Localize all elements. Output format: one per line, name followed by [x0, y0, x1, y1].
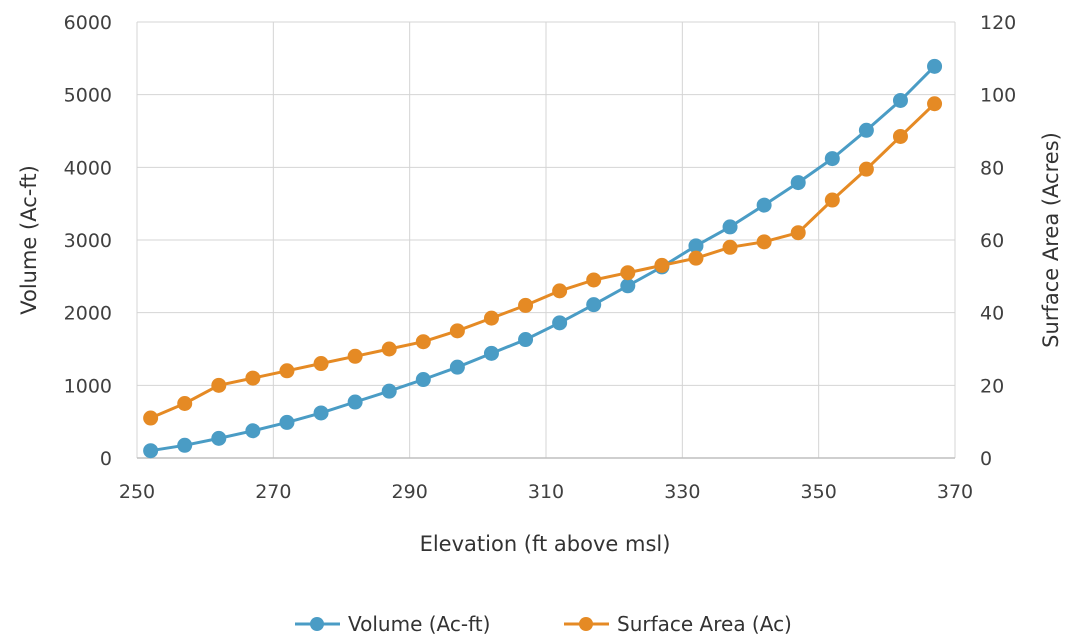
- data-point-volume: [177, 437, 193, 453]
- data-point-surface-area: [654, 257, 670, 273]
- data-point-surface-area: [892, 128, 908, 144]
- y-right-tick-label: 100: [980, 85, 1016, 107]
- x-tick-label: 270: [255, 481, 291, 503]
- y-axis-left-title: Volume (Ac-ft): [17, 165, 41, 315]
- data-point-surface-area: [858, 161, 874, 177]
- data-point-volume: [927, 58, 943, 74]
- x-tick-label: 310: [528, 481, 564, 503]
- data-point-surface-area: [347, 348, 363, 364]
- data-point-surface-area: [518, 297, 534, 313]
- series-line-surface-area: [150, 102, 936, 420]
- data-point-volume: [313, 405, 329, 421]
- x-tick-label: 370: [937, 481, 973, 503]
- y-left-tick-label: 2000: [64, 303, 112, 325]
- data-point-surface-area: [824, 192, 840, 208]
- y-axis-right-title: Surface Area (Acres): [1039, 132, 1063, 348]
- y-right-tick-label: 120: [980, 12, 1016, 34]
- data-point-surface-area: [245, 370, 261, 386]
- y-left-tick-label: 0: [100, 448, 112, 470]
- grid: [136, 21, 956, 459]
- legend-item-surface-area: Surface Area (Ac): [564, 612, 792, 636]
- y-left-tick-label: 4000: [64, 157, 112, 179]
- y-left-tick-label: 1000: [64, 375, 112, 397]
- data-point-surface-area: [313, 356, 329, 372]
- y-right-tick-label: 80: [980, 157, 1004, 179]
- data-point-volume: [449, 359, 465, 375]
- data-point-volume: [620, 278, 636, 294]
- data-point-volume: [518, 332, 534, 348]
- legend: Volume (Ac-ft) Surface Area (Ac): [295, 612, 792, 636]
- data-point-surface-area: [381, 341, 397, 357]
- y-left-tick-label: 3000: [64, 230, 112, 252]
- data-point-surface-area: [927, 96, 943, 112]
- data-point-volume: [347, 394, 363, 410]
- series-layer: [143, 58, 943, 459]
- data-point-volume: [279, 414, 295, 430]
- data-point-volume: [415, 372, 431, 388]
- data-point-volume: [756, 197, 772, 213]
- data-point-volume: [892, 92, 908, 108]
- data-point-volume: [483, 345, 499, 361]
- legend-marker-volume: [310, 617, 324, 631]
- data-point-surface-area: [756, 234, 772, 250]
- data-point-surface-area: [586, 272, 602, 288]
- data-point-volume: [211, 430, 227, 446]
- y-right-tick-label: 0: [980, 448, 992, 470]
- data-point-surface-area: [177, 396, 193, 411]
- data-point-surface-area: [143, 410, 159, 426]
- data-point-surface-area: [620, 265, 636, 281]
- legend-label-surface-area: Surface Area (Ac): [617, 612, 792, 636]
- legend-label-volume: Volume (Ac-ft): [348, 612, 490, 636]
- data-point-surface-area: [552, 283, 568, 299]
- data-point-volume: [381, 383, 397, 399]
- legend-marker-surface-area: [579, 617, 593, 631]
- data-point-surface-area: [790, 225, 806, 241]
- data-point-volume: [143, 443, 159, 459]
- data-point-surface-area: [483, 310, 499, 326]
- data-point-surface-area: [415, 334, 431, 350]
- data-point-volume: [858, 122, 874, 138]
- data-point-volume: [552, 315, 568, 331]
- x-tick-label: 330: [664, 481, 700, 503]
- y-right-tick-label: 40: [980, 303, 1004, 325]
- data-point-volume: [688, 238, 704, 254]
- y-right-tick-label: 20: [980, 375, 1004, 397]
- y-left-tick-label: 5000: [64, 85, 112, 107]
- y-left-tick-label: 6000: [64, 12, 112, 34]
- data-point-volume: [790, 175, 806, 191]
- legend-item-volume: Volume (Ac-ft): [295, 612, 490, 636]
- x-tick-label: 350: [801, 481, 837, 503]
- data-point-surface-area: [722, 239, 738, 255]
- data-point-volume: [586, 297, 602, 313]
- data-point-volume: [824, 151, 840, 167]
- x-axis-title: Elevation (ft above msl): [420, 532, 671, 556]
- data-point-volume: [245, 423, 261, 439]
- data-point-surface-area: [688, 250, 704, 266]
- tick-labels: 250 270 290 310 330 350 3700100020003000400050…: [64, 12, 1017, 503]
- y-right-tick-label: 60: [980, 230, 1004, 252]
- series-line-volume: [150, 65, 936, 453]
- x-tick-label: 250: [119, 481, 155, 503]
- x-tick-label: 290: [392, 481, 428, 503]
- data-point-surface-area: [449, 323, 465, 339]
- data-point-surface-area: [279, 363, 295, 379]
- data-point-volume: [722, 219, 738, 235]
- data-point-surface-area: [211, 377, 227, 393]
